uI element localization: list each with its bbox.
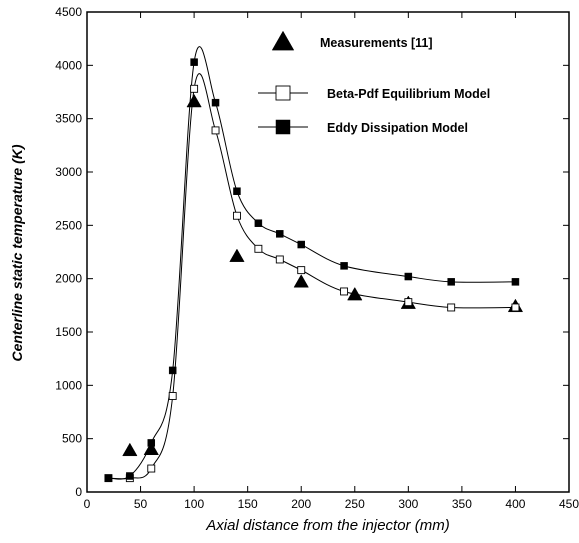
y-tick-label: 3500 (55, 112, 82, 126)
measurements-11-point (143, 441, 159, 455)
measurements-11-point (347, 286, 363, 301)
eddy-dissipation-model-point (340, 262, 348, 270)
beta-pdf-equilibrium-model-point (404, 298, 413, 307)
data-markers (104, 58, 524, 483)
measurements-11-point (122, 442, 138, 457)
eddy-dissipation-model-point (104, 474, 113, 482)
y-tick-label: 0 (75, 485, 82, 499)
beta-pdf-equilibrium-model-point (211, 126, 220, 135)
x-tick-label: 150 (238, 497, 258, 511)
x-tick-label: 450 (559, 497, 579, 511)
beta-pdf-equilibrium-model-point (168, 392, 177, 400)
eddy-dissipation-model-point (233, 187, 241, 195)
legend-label-measurements-11: Measurements [11] (320, 36, 433, 50)
y-axis-title: Centerline static temperature (K) (9, 144, 25, 361)
y-tick-label: 1500 (55, 325, 82, 339)
eddy-dissipation-model-point (147, 439, 156, 447)
y-tick-label: 4500 (55, 5, 82, 19)
legend-marker-eddy-dissipation-model (275, 119, 291, 135)
measurements-11-point (186, 93, 202, 108)
beta-pdf-equilibrium-model-point (340, 287, 349, 296)
eddy-dissipation-model-point (404, 272, 413, 281)
x-tick-label: 100 (184, 497, 204, 511)
legend: Measurements [11] Beta-Pdf Equilibrium Mo… (258, 30, 490, 135)
y-tick-label: 500 (62, 432, 82, 446)
y-tick-label: 1000 (55, 378, 82, 392)
plot-frame (86, 11, 570, 493)
eddy-dissipation-model-point (211, 98, 220, 107)
beta-pdf-equilibrium-model-point (254, 244, 263, 253)
eddy-dissipation-model-point (168, 366, 177, 375)
beta-pdf-equilibrium-model-curve (108, 73, 516, 480)
y-tick-label: 3000 (55, 165, 82, 179)
x-tick-label: 50 (134, 497, 148, 511)
x-tick-label: 300 (398, 497, 418, 511)
y-tick-label: 2500 (55, 218, 82, 232)
y-tick-label: 2000 (55, 272, 82, 286)
fitted-curves (108, 46, 516, 480)
eddy-dissipation-model-point (190, 58, 198, 66)
eddy-dissipation-model-point (276, 230, 284, 238)
axes: 0 50 100 150 200 250 300 350 400 4500500100015002… (55, 5, 579, 511)
eddy-dissipation-model-point (254, 219, 263, 227)
beta-pdf-equilibrium-model-point (447, 303, 456, 312)
eddy-dissipation-model-point (297, 240, 305, 249)
legend-label-eddy-dissipation-model: Eddy Dissipation Model (327, 121, 468, 135)
x-tick-label: 0 (84, 497, 91, 511)
x-tick-label: 350 (452, 497, 472, 511)
beta-pdf-equilibrium-model-point (275, 255, 284, 264)
beta-pdf-equilibrium-model-point (147, 464, 156, 473)
eddy-dissipation-model-point (447, 278, 455, 286)
x-tick-label: 250 (345, 497, 365, 511)
measurements-11-point (229, 248, 245, 262)
x-tick-label: 200 (291, 497, 311, 511)
legend-label-beta-pdf-equilibrium-model: Beta-Pdf Equilibrium Model (327, 87, 490, 101)
beta-pdf-equilibrium-model-point (511, 303, 520, 312)
eddy-dissipation-model-point (511, 278, 520, 286)
y-tick-label: 4000 (55, 58, 82, 72)
x-tick-label: 400 (505, 497, 525, 511)
beta-pdf-equilibrium-model-point (297, 266, 306, 275)
x-axis-title: Axial distance from the injector (mm) (205, 517, 449, 534)
eddy-dissipation-model-point (126, 472, 134, 480)
legend-marker-measurements-11 (271, 30, 295, 51)
beta-pdf-equilibrium-model-point (190, 84, 199, 93)
legend-marker-beta-pdf-equilibrium-model (275, 85, 291, 101)
measurements-11-point (293, 274, 309, 288)
eddy-dissipation-model-curve (108, 46, 516, 480)
beta-pdf-equilibrium-model-point (233, 211, 241, 220)
